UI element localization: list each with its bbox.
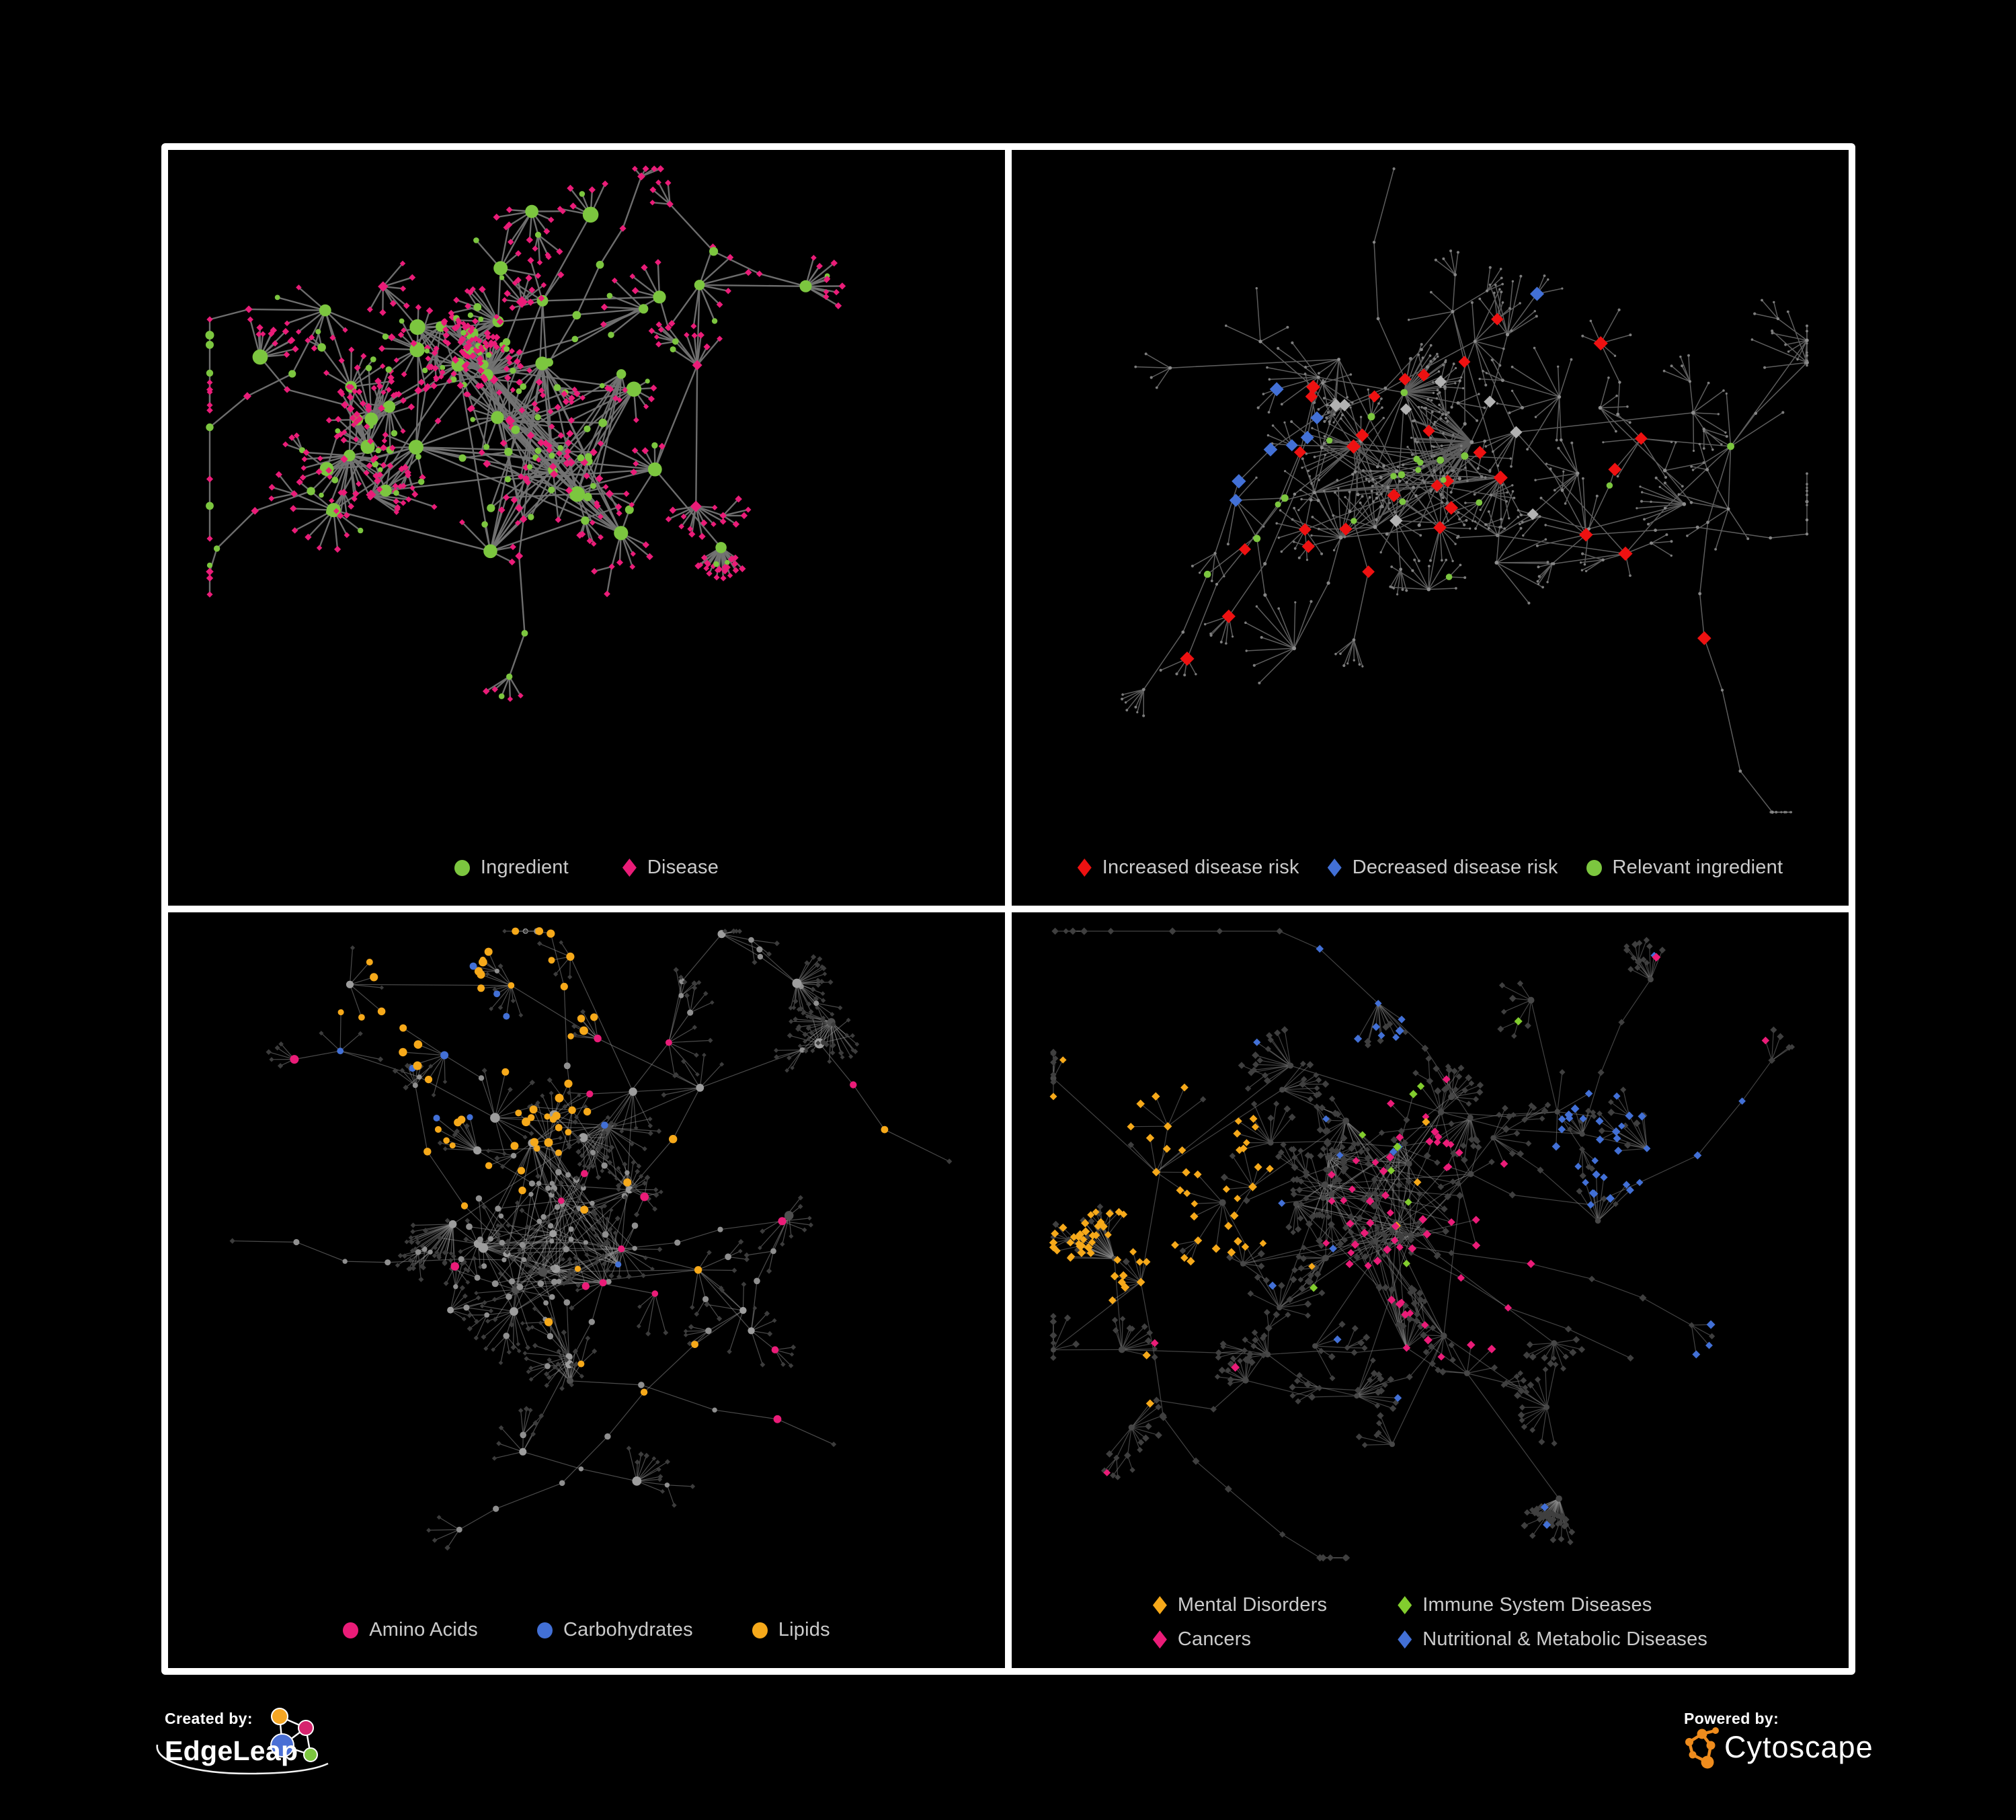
legend-label: Disease [647, 857, 719, 878]
legend-label: Amino Acids [369, 1619, 478, 1640]
disease-risk-legend: Increased disease risk Decreased disease … [1012, 857, 1849, 879]
legend-item-disease: Disease [622, 857, 719, 879]
diamond-swatch [1398, 1596, 1412, 1614]
diamond-swatch [1152, 1630, 1167, 1649]
legend-label: Lipids [778, 1619, 830, 1640]
legend-item-mental-disorders: Mental Disorders [1152, 1594, 1328, 1616]
circle-swatch [1586, 859, 1602, 876]
diamond-swatch [1327, 859, 1342, 877]
legend-label: Increased disease risk [1102, 857, 1299, 878]
legend-item-lipids: Lipids [752, 1619, 830, 1641]
legend-item-carbohydrates: Carbohydrates [536, 1619, 693, 1641]
diamond-swatch [1077, 859, 1092, 877]
legend-label: Mental Disorders [1177, 1594, 1328, 1616]
created-by-branding: Created by: EdgeLeap [156, 1708, 393, 1799]
powered-by-branding: Powered by: Cytoscape [1684, 1708, 1966, 1786]
circle-swatch [536, 1622, 553, 1638]
panels-frame: Ingredient Disease Increased disease risk… [161, 143, 1855, 1675]
circle-swatch [752, 1622, 768, 1638]
legend-label: Decreased disease risk [1352, 857, 1558, 878]
circle-swatch [343, 1622, 359, 1638]
edgeleap-wordmark: EdgeLeap [165, 1735, 298, 1766]
ingredient-classes-network [229, 927, 953, 1551]
diamond-swatch [1398, 1630, 1412, 1649]
cytoscape-wordmark: Cytoscape [1724, 1730, 1873, 1764]
legend-item-immune-system-diseases: Immune System Diseases [1398, 1594, 1707, 1616]
panel-ingredient-disease: Ingredient Disease [168, 150, 1005, 906]
panel-ingredient-classes: Amino Acids Carbohydrates Lipids [168, 912, 1005, 1668]
panel-disease-risk: Increased disease risk Decreased disease … [1012, 150, 1849, 906]
disease-classes-legend: Mental Disorders Immune System Diseases Ca… [1012, 1594, 1849, 1651]
legend-label: Cancers [1177, 1628, 1252, 1650]
legend-item-amino-acids: Amino Acids [343, 1619, 478, 1641]
legend-label: Immune System Diseases [1422, 1594, 1652, 1616]
legend-label: Ingredient [480, 857, 569, 878]
legend-item-ingredient: Ingredient [454, 857, 569, 879]
legend-label: Relevant ingredient [1612, 857, 1783, 878]
circle-swatch [454, 859, 470, 876]
cytoscape-logo-icon [1685, 1727, 1719, 1769]
diamond-swatch [622, 859, 637, 877]
ingredient-disease-legend: Ingredient Disease [168, 857, 1005, 879]
legend-item-decreased-disease-risk: Decreased disease risk [1327, 857, 1558, 879]
diamond-swatch [1152, 1596, 1167, 1614]
edgeleap-logo-icon [156, 1708, 329, 1775]
disease-risk-network [1121, 167, 1809, 814]
panel-disease-classes: Mental Disorders Immune System Diseases Ca… [1012, 912, 1849, 1668]
legend-item-increased-disease-risk: Increased disease risk [1077, 857, 1299, 879]
legend-item-relevant-ingredient: Relevant ingredient [1586, 857, 1783, 879]
ingredient-classes-legend: Amino Acids Carbohydrates Lipids [168, 1619, 1005, 1641]
powered-by-label: Powered by: [1684, 1710, 1779, 1727]
created-by-label: Created by: [165, 1710, 253, 1727]
ingredient-disease-network [205, 165, 846, 703]
legend-item-cancers: Cancers [1152, 1628, 1327, 1651]
legend-label: Carbohydrates [563, 1619, 693, 1640]
legend-item-nutritional-metabolic-diseases: Nutritional & Metabolic Diseases [1398, 1628, 1707, 1651]
legend-label: Nutritional & Metabolic Diseases [1422, 1628, 1708, 1650]
disease-classes-network [1049, 927, 1796, 1562]
